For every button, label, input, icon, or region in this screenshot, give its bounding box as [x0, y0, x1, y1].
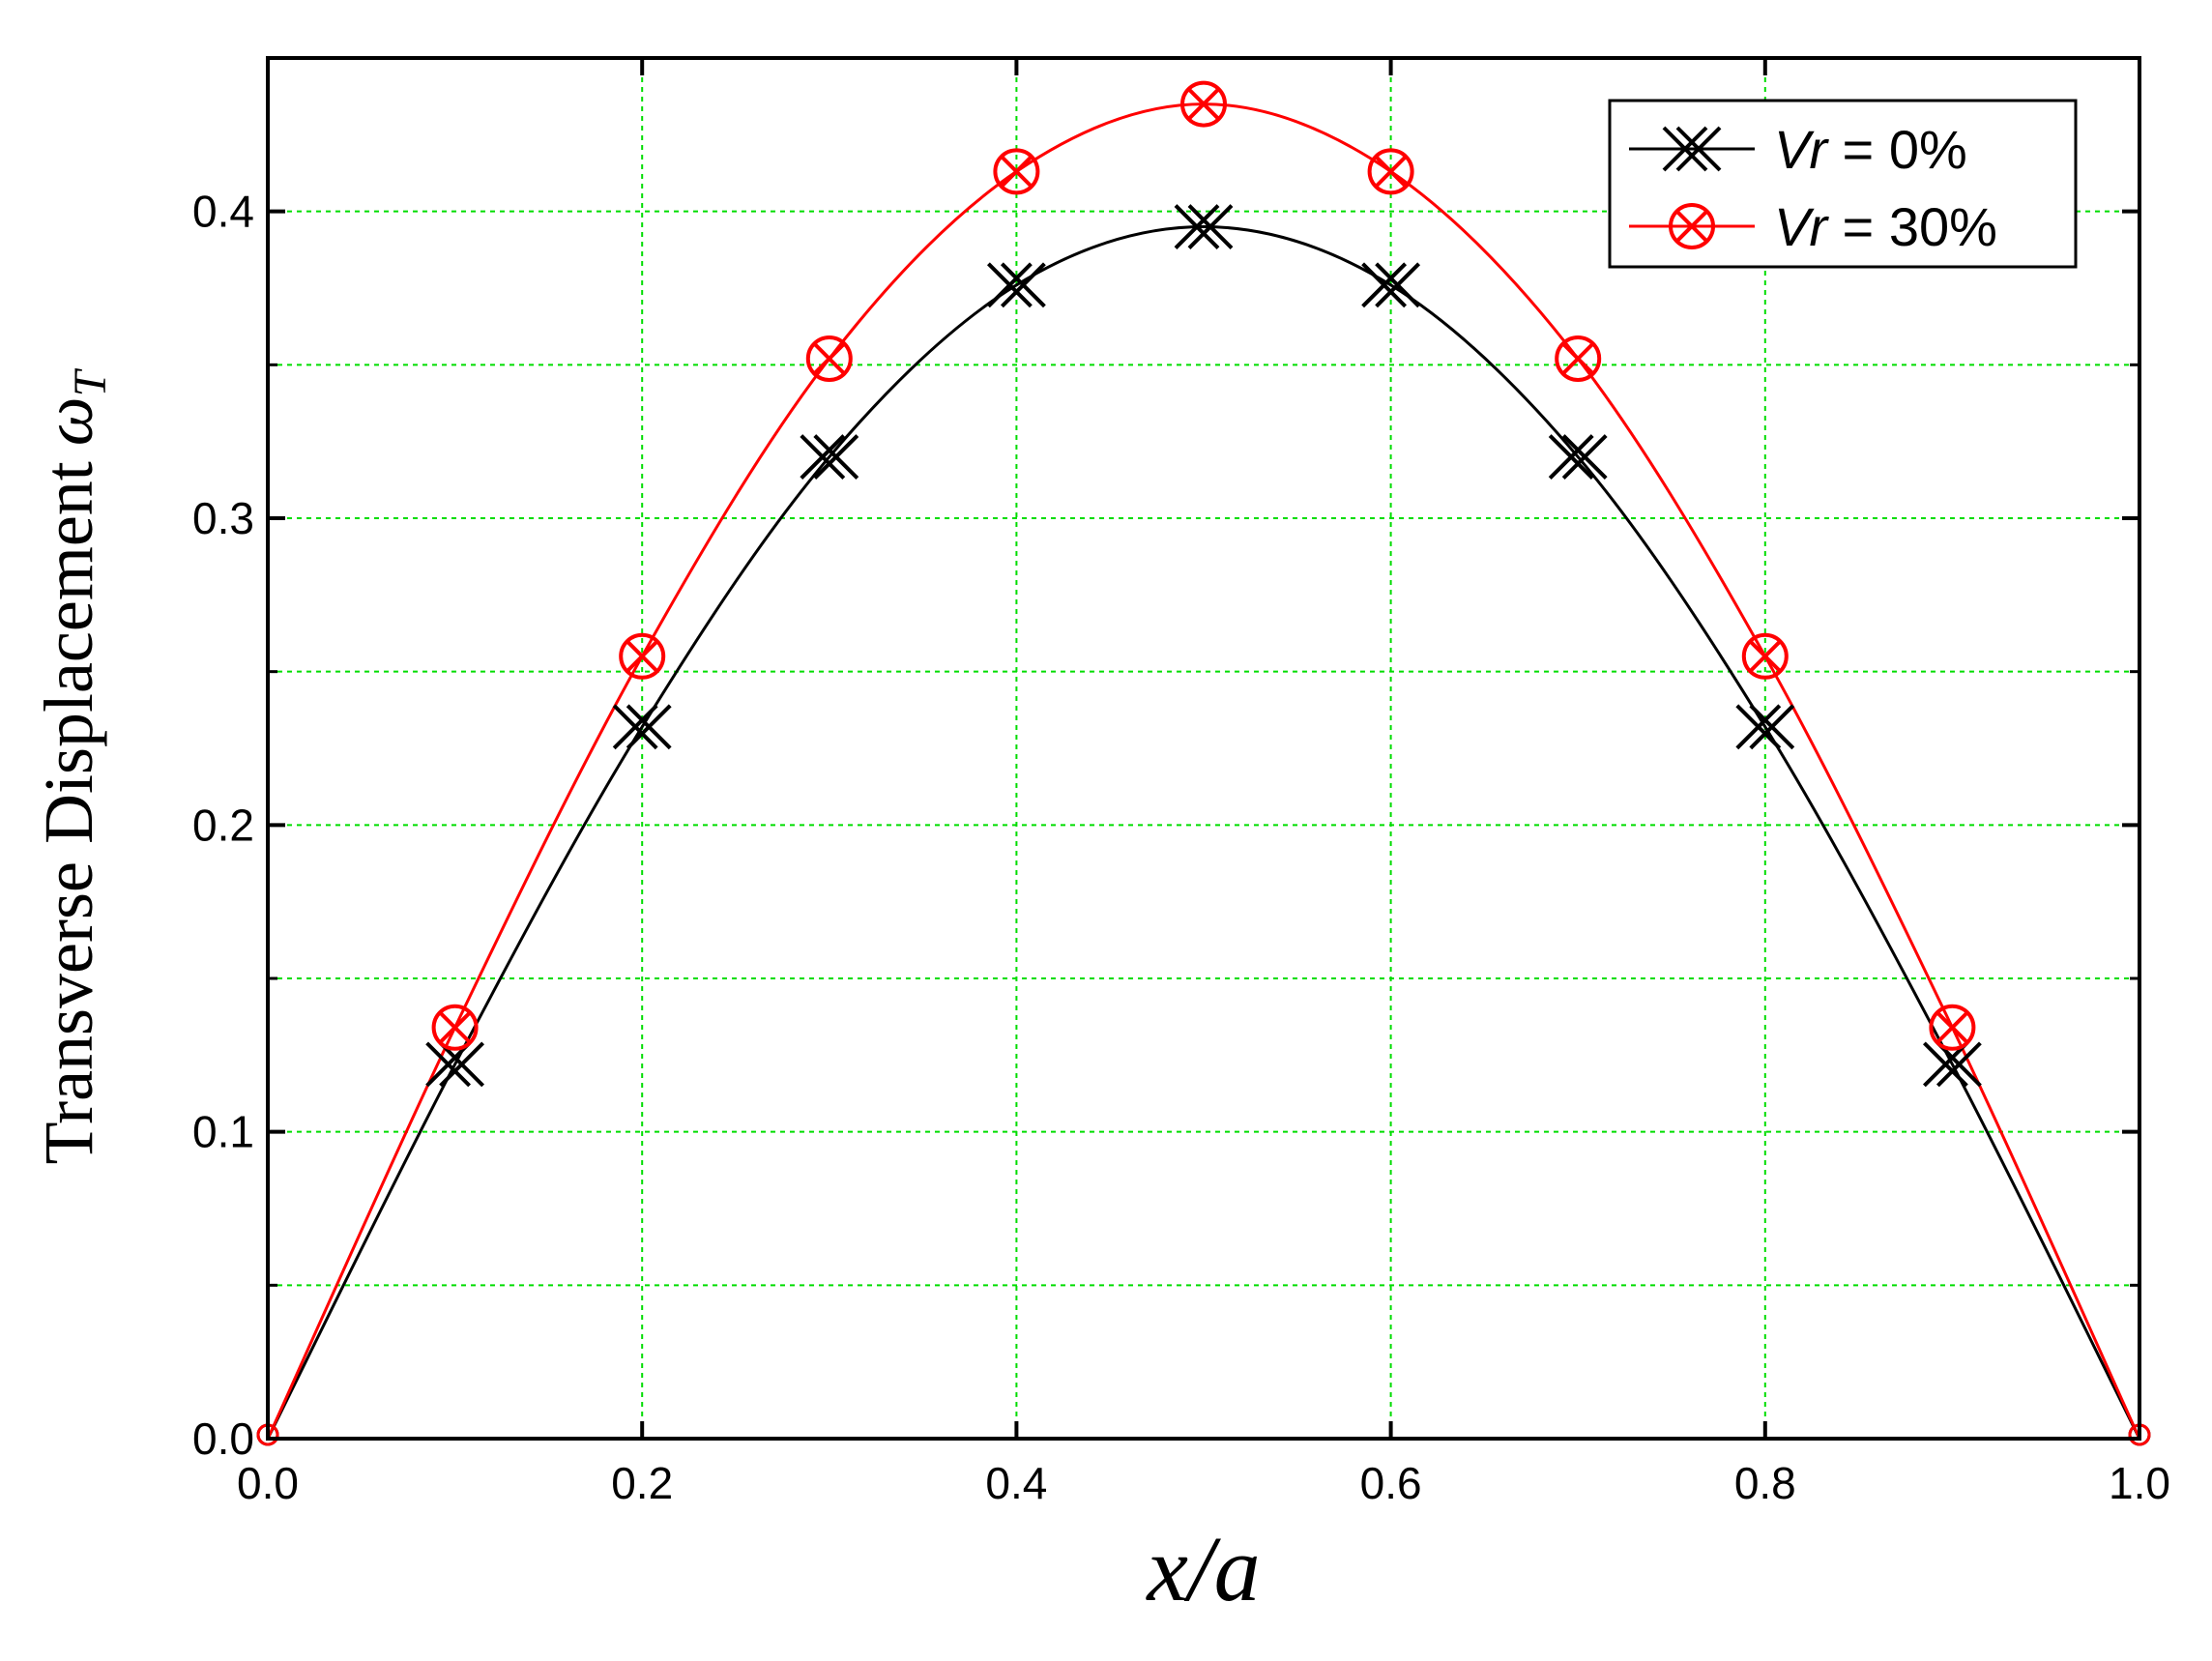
marker-stroke [612, 704, 658, 750]
data-point [1180, 80, 1227, 128]
y-tick-label: 0.4 [192, 187, 254, 237]
legend-marker [1662, 126, 1722, 172]
marker-stroke [1675, 126, 1722, 172]
y-axis-subscript: T [65, 367, 116, 396]
marker-stroke [1936, 1010, 1969, 1045]
plot-frame [266, 56, 2141, 1441]
marker-circle [1367, 148, 1414, 195]
marker-stroke [1000, 262, 1046, 308]
data-point [425, 1041, 485, 1088]
marker-stroke [439, 1041, 485, 1088]
marker-stroke [425, 1041, 472, 1088]
x-tick-label: 1.0 [2109, 1458, 2170, 1508]
marker-circle [1555, 335, 1602, 382]
marker-stroke [626, 704, 672, 750]
data-point [1361, 262, 1421, 308]
data-point [1555, 335, 1602, 382]
x-tick-label: 0.8 [1734, 1458, 1796, 1508]
data-point [619, 632, 666, 680]
x-tick-label: 0.4 [985, 1458, 1047, 1508]
x-tick-label: 0.2 [611, 1458, 673, 1508]
marker-stroke [1000, 155, 1033, 189]
marker-stroke [1674, 209, 1709, 244]
marker-stroke [1187, 204, 1234, 249]
data-point [1367, 148, 1414, 195]
legend-label-variable: Vr [1774, 196, 1829, 257]
marker-circle [805, 335, 853, 382]
marker-stroke [1560, 341, 1595, 376]
y-axis-symbol: ω [30, 396, 107, 446]
marker-stroke [1374, 155, 1408, 189]
legend-entries: Vr = 0%Vr = 30% [1629, 119, 1997, 257]
data-point [431, 1004, 479, 1051]
x-tick-label: 0.6 [1360, 1458, 1422, 1508]
legend: Vr = 0%Vr = 30% [1608, 99, 2078, 269]
data-point [805, 335, 853, 382]
marker-stroke [1748, 639, 1783, 674]
legend-label-value: = 0% [1827, 119, 1967, 180]
marker-stroke [1922, 1041, 1968, 1088]
marker-stroke [1662, 126, 1708, 172]
tick-labels: 0.0 0.2 0.4 0.6 0.8 1.0 0.0 0.1 0.2 0.3 0.4 [192, 187, 2170, 1508]
marker-circle [1180, 80, 1227, 128]
markers [256, 80, 2151, 1446]
data-point [1929, 1004, 1976, 1051]
marker-stroke [986, 262, 1033, 308]
legend-label: Vr = 0% [1774, 119, 1967, 180]
marker-circle [1669, 203, 1715, 249]
marker-stroke [625, 639, 659, 674]
y-tick-label: 0.2 [192, 800, 254, 850]
data-point [612, 704, 672, 750]
marker-circle [1929, 1004, 1976, 1051]
grid [268, 58, 2139, 1439]
legend-label-value: = 30% [1827, 196, 1997, 257]
data-point [986, 262, 1046, 308]
y-axis-title-text: Transverse Displacement [30, 461, 107, 1164]
marker-stroke [1548, 434, 1594, 480]
y-axis-title: Transverse Displacement ωT [30, 367, 116, 1164]
marker-stroke [1749, 704, 1795, 750]
data-point [1174, 204, 1234, 249]
marker-circle [1741, 632, 1789, 680]
data-point [800, 434, 859, 480]
ticks [266, 56, 2141, 1441]
legend-label-variable: Vr [1774, 119, 1829, 180]
marker-circle [993, 148, 1040, 195]
x-axis-title: x/a [1145, 1517, 1260, 1620]
data-point [1735, 704, 1795, 750]
marker-stroke [813, 434, 859, 480]
legend-entry-1: Vr = 30% [1629, 196, 1997, 257]
marker-stroke [1375, 262, 1421, 308]
marker-stroke [1936, 1041, 1982, 1088]
x-tick-label: 0.0 [237, 1458, 299, 1508]
marker-stroke [1174, 204, 1220, 249]
data-point [993, 148, 1040, 195]
y-tick-label: 0.0 [192, 1413, 254, 1464]
marker-stroke [438, 1010, 472, 1045]
marker-stroke [1561, 434, 1608, 480]
legend-marker [1669, 203, 1715, 249]
legend-entry-0: Vr = 0% [1629, 119, 1967, 180]
data-point [1922, 1041, 1982, 1088]
data-point [1548, 434, 1608, 480]
legend-box [1608, 99, 2078, 269]
series-line-0 [266, 225, 2141, 1440]
legend-label: Vr = 30% [1774, 196, 1997, 257]
marker-stroke [1735, 704, 1782, 750]
marker-circle [431, 1004, 479, 1051]
marker-stroke [1361, 262, 1408, 308]
y-tick-label: 0.1 [192, 1107, 254, 1157]
data-point [1741, 632, 1789, 680]
y-tick-label: 0.3 [192, 493, 254, 543]
marker-stroke [812, 341, 847, 376]
marker-circle [619, 632, 666, 680]
marker-stroke [1186, 87, 1221, 121]
marker-stroke [800, 434, 846, 480]
